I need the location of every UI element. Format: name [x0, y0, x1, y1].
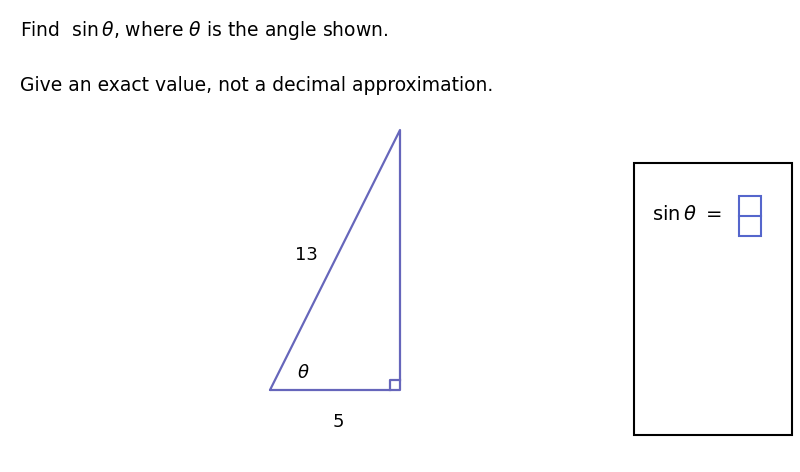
- Bar: [634, 163, 792, 435]
- Text: 13: 13: [295, 246, 318, 264]
- Text: Give an exact value, not a decimal approximation.: Give an exact value, not a decimal appro…: [20, 76, 494, 94]
- Text: Find  $\sin\theta$, where $\theta$ is the angle shown.: Find $\sin\theta$, where $\theta$ is the…: [20, 19, 388, 42]
- Text: 5: 5: [332, 413, 344, 431]
- Text: $\theta$: $\theta$: [297, 364, 310, 382]
- Text: $\sin\theta\ =$: $\sin\theta\ =$: [652, 205, 722, 225]
- Bar: [739, 196, 761, 236]
